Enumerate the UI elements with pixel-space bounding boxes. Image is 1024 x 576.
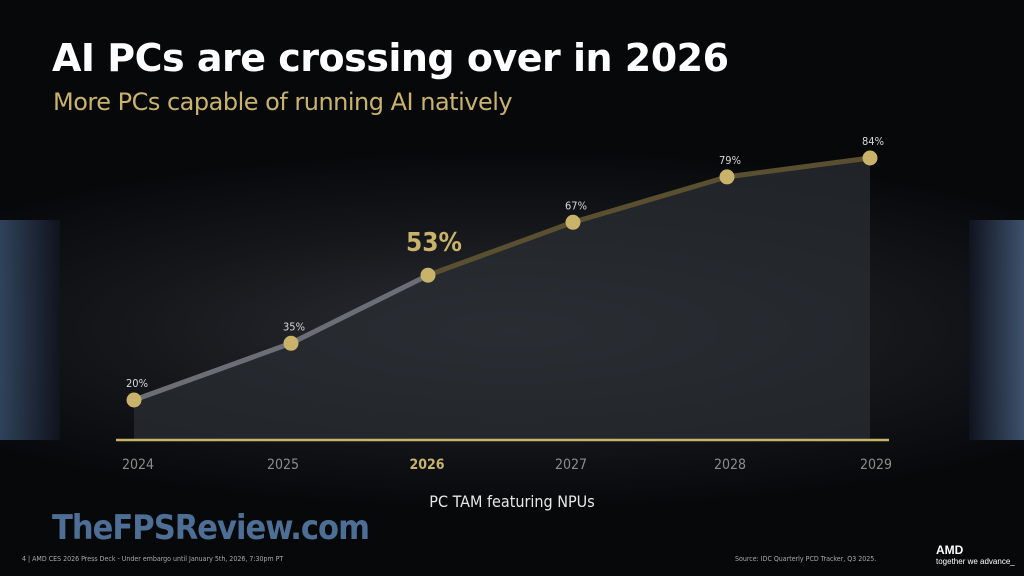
line-segment bbox=[288, 272, 431, 346]
data-point bbox=[283, 335, 299, 351]
data-label: 84% bbox=[862, 135, 884, 148]
x-tick-label: 2029 bbox=[860, 457, 892, 473]
x-tick-label: 2025 bbox=[267, 457, 299, 473]
x-tick-label: 2026 bbox=[409, 457, 444, 473]
line-segment bbox=[570, 174, 730, 225]
footer-disclaimer: 4 | AMD CES 2026 Press Deck - Under emba… bbox=[22, 555, 284, 563]
data-label: 79% bbox=[719, 154, 741, 167]
data-label: 35% bbox=[283, 320, 305, 333]
amd-tagline: together we advance_ bbox=[936, 557, 1015, 566]
data-point bbox=[862, 150, 878, 166]
data-point bbox=[719, 169, 735, 185]
x-tick-label: 2024 bbox=[122, 457, 154, 473]
line-segment bbox=[724, 155, 873, 180]
data-label: 67% bbox=[565, 199, 587, 212]
data-point bbox=[565, 214, 581, 230]
x-axis-label: PC TAM featuring NPUs bbox=[429, 492, 595, 511]
data-point bbox=[126, 392, 142, 408]
earth-background-left bbox=[0, 220, 60, 440]
amd-logo: AMD bbox=[936, 543, 964, 557]
slide-subtitle: More PCs capable of running AI natively bbox=[53, 88, 513, 116]
slide-title: AI PCs are crossing over in 2026 bbox=[52, 36, 729, 80]
earth-background-right bbox=[969, 220, 1024, 440]
watermark: TheFPSReview.com bbox=[52, 508, 370, 548]
data-point bbox=[420, 267, 436, 283]
line-segment bbox=[425, 219, 576, 278]
data-label: 20% bbox=[126, 377, 148, 390]
footer-source: Source: IDC Quarterly PCD Tracker, Q3 20… bbox=[735, 555, 877, 563]
x-tick-label: 2027 bbox=[555, 457, 587, 473]
data-label: 53% bbox=[406, 228, 462, 258]
area-fill bbox=[134, 158, 870, 440]
x-tick-label: 2028 bbox=[714, 457, 746, 473]
line-segment bbox=[131, 340, 294, 403]
